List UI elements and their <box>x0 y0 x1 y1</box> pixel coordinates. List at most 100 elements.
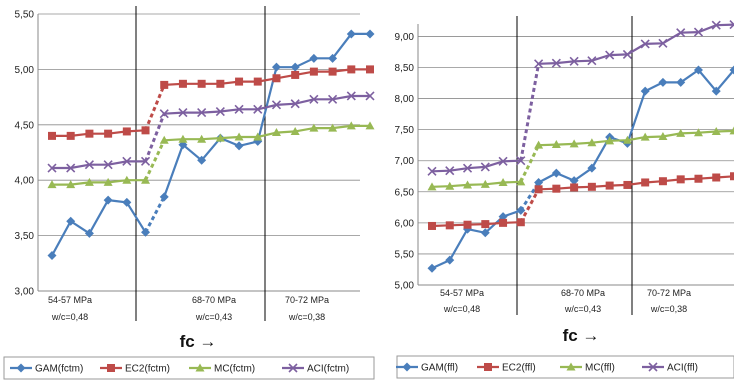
data-point <box>347 65 355 73</box>
group-label: 54-57 MPa <box>440 288 484 298</box>
data-point <box>552 169 561 178</box>
series-line <box>52 180 146 184</box>
data-point <box>484 363 492 371</box>
chart-2: 5,00 5,50 6,00 6,50 7,00 7,50 8,00 8,50 9,00 54-5… <box>395 16 734 378</box>
data-point <box>517 218 525 226</box>
data-point <box>659 177 667 185</box>
data-point <box>272 74 280 82</box>
data-point <box>235 78 243 86</box>
data-point <box>142 126 150 134</box>
legend-label: MC(ffl) <box>585 363 615 374</box>
y-tick-label: 3,50 <box>15 231 35 242</box>
group-wc-label: w/c=0,43 <box>195 312 232 322</box>
legend-label: EC2(fctm) <box>125 364 170 375</box>
data-point <box>535 185 543 193</box>
series-connector <box>146 140 165 180</box>
data-point <box>570 183 578 191</box>
series-ACI(fctm) <box>48 92 374 172</box>
data-point <box>67 132 75 140</box>
data-point <box>588 183 596 191</box>
x-axis-label: fc → <box>180 332 217 351</box>
data-point <box>499 219 507 227</box>
data-point <box>85 130 93 138</box>
data-point <box>123 127 131 135</box>
legend: GAM(ffl) EC2(ffl) MC(ffl) ACI(ffl) <box>396 356 734 378</box>
y-tick-label: 7,50 <box>395 125 415 136</box>
data-point <box>677 175 685 183</box>
y-tick-label: 7,00 <box>395 156 415 167</box>
series-MC(fctm) <box>48 121 375 188</box>
series-MC(ffl) <box>428 126 734 190</box>
group-label: 68-70 MPa <box>561 288 605 298</box>
data-point <box>712 173 720 181</box>
legend-label: EC2(ffl) <box>502 363 536 374</box>
series-connector <box>521 189 539 222</box>
data-point <box>160 81 168 89</box>
data-point <box>641 87 650 96</box>
legend-label: GAM(ffl) <box>421 363 458 374</box>
y-tick-label: 8,00 <box>395 94 415 105</box>
data-point <box>104 130 112 138</box>
series-connector <box>146 85 165 130</box>
series-EC2(ffl) <box>428 172 734 230</box>
series-line <box>164 34 370 197</box>
series-line <box>164 126 370 140</box>
series-line <box>164 69 370 85</box>
data-point <box>272 63 281 72</box>
data-point <box>310 68 318 76</box>
data-point <box>198 80 206 88</box>
series-line <box>432 161 521 172</box>
legend-label: MC(fctm) <box>214 364 255 375</box>
x-axis-label: fc → <box>563 326 600 345</box>
series-connector <box>146 197 165 233</box>
data-point <box>309 54 318 63</box>
series-line <box>432 210 521 268</box>
y-tick-label: 4,50 <box>15 120 35 131</box>
data-point <box>428 264 437 273</box>
group-label: 70-72 MPa <box>285 295 329 305</box>
series-line <box>432 182 521 187</box>
data-point <box>446 221 454 229</box>
group-wc-label: w/c=0,38 <box>288 312 325 322</box>
y-tick-label: 5,50 <box>15 10 35 21</box>
y-tick-label: 6,50 <box>395 187 415 198</box>
y-tick-label: 5,00 <box>395 281 415 292</box>
group-wc-label: w/c=0,43 <box>564 304 601 314</box>
data-point <box>428 222 436 230</box>
series-ACI(ffl) <box>428 21 734 176</box>
data-point <box>445 256 454 265</box>
series-line <box>539 131 734 145</box>
data-point <box>235 141 244 150</box>
group-label: 68-70 MPa <box>192 295 236 305</box>
data-point <box>641 178 649 186</box>
data-point <box>366 29 375 38</box>
data-point <box>291 71 299 79</box>
y-tick-label: 4,00 <box>15 176 35 187</box>
data-point <box>606 182 614 190</box>
y-tick-label: 5,50 <box>395 249 415 260</box>
legend-label: ACI(fctm) <box>307 364 349 375</box>
data-point <box>730 172 734 180</box>
data-point <box>481 220 489 228</box>
data-point <box>254 78 262 86</box>
group-wc-label: w/c=0,38 <box>650 304 687 314</box>
legend: GAM(fctm) EC2(fctm) MC(fctm) ACI(fctm) <box>4 357 374 379</box>
series-line <box>52 161 146 168</box>
y-tick-label: 8,50 <box>395 63 415 74</box>
data-point <box>694 175 702 183</box>
y-tick-label: 9,00 <box>395 32 415 43</box>
y-tick-label: 5,00 <box>15 65 35 76</box>
series-GAM(fctm) <box>48 29 375 260</box>
data-point <box>107 364 115 372</box>
series-line <box>539 25 734 64</box>
series-line <box>539 70 734 183</box>
group-label: 70-72 MPa <box>647 288 691 298</box>
legend-label: GAM(fctm) <box>35 364 83 375</box>
legend-label: ACI(ffl) <box>667 363 698 374</box>
y-tick-label: 6,00 <box>395 218 415 229</box>
series-line <box>52 200 146 255</box>
data-point <box>291 63 300 72</box>
series-line <box>52 130 146 136</box>
